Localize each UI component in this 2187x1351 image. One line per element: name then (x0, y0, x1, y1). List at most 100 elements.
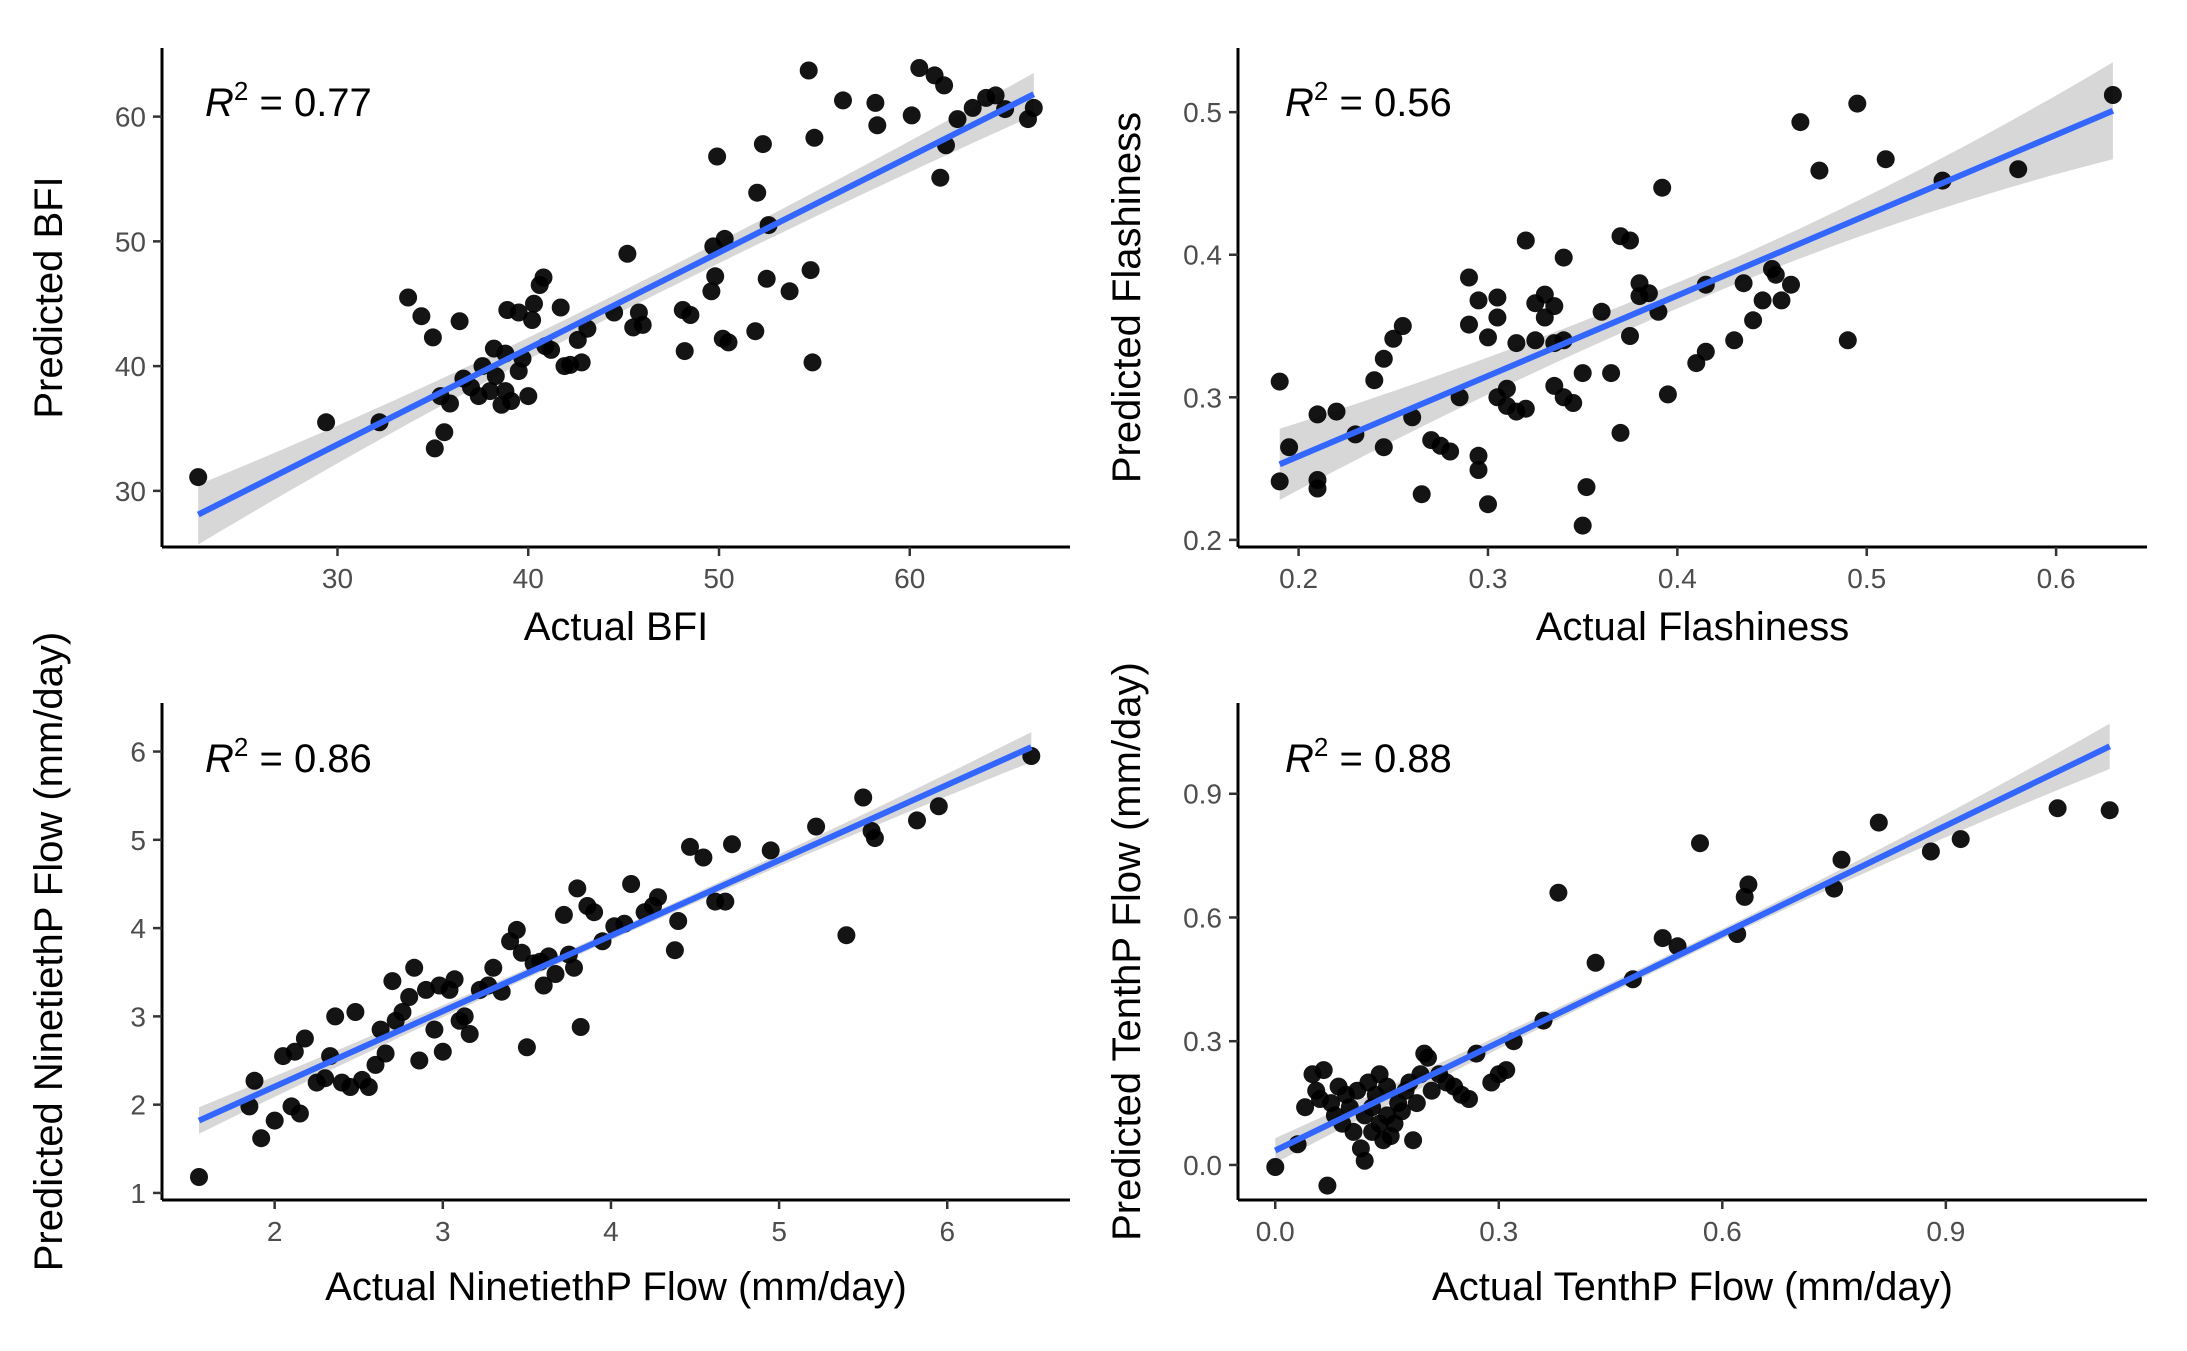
data-point (285, 1042, 304, 1061)
panel-tenth: 0.0 0.3 0.6 0.9 0.0 0.3 0.6 0.9 Actual TenthP F… (1105, 662, 2147, 1309)
data-point (1545, 297, 1564, 316)
data-point (1460, 315, 1478, 334)
data-point (1739, 875, 1758, 894)
regression-line (1278, 107, 2115, 468)
data-point (1355, 1151, 1374, 1170)
regression-line (197, 744, 1033, 1124)
data-point (425, 1020, 444, 1039)
y-tick-label: 4 (130, 913, 146, 944)
data-point (1308, 405, 1327, 424)
y-tick-label: 0.2 (1183, 525, 1222, 556)
data-point (245, 1071, 264, 1090)
data-point (1404, 1131, 1423, 1150)
data-point (986, 86, 1005, 105)
x-tick-label: 2 (267, 1216, 283, 1247)
confidence-band-group (1279, 62, 2113, 501)
panel-ninetieth: 2 3 4 5 6 1 2 3 4 5 6 Actual NinetiethP Flow (mm/d… (27, 632, 1070, 1309)
data-point (1772, 291, 1791, 310)
data-point (622, 875, 641, 893)
data-point (425, 439, 444, 458)
data-point (618, 244, 637, 263)
r2-symbol: R (1285, 81, 1314, 125)
data-point (1526, 331, 1545, 350)
x-tick-label: 60 (894, 563, 925, 594)
y-axis-title: Predicted NinetiethP Flow (mm/day) (27, 632, 71, 1272)
data-point (1374, 349, 1393, 368)
data-point (1266, 1158, 1285, 1176)
r2-exponent: 2 (234, 732, 248, 762)
data-point (1691, 834, 1709, 853)
x-tick-label: 0.9 (1926, 1216, 1965, 1247)
y-axis-title: Predicted BFI (27, 176, 71, 418)
data-point (929, 797, 948, 816)
y-tick-label: 6 (130, 737, 146, 768)
data-point (1766, 265, 1785, 284)
data-point (1592, 302, 1611, 321)
data-point (441, 394, 459, 413)
data-point (542, 340, 561, 359)
x-tick-label: 6 (939, 1216, 955, 1247)
data-point (565, 958, 583, 977)
x-tick-label: 0.4 (1658, 563, 1697, 594)
data-point (290, 1104, 309, 1123)
data-point (1497, 1061, 1516, 1080)
y-tick-label: 0.9 (1183, 779, 1222, 810)
panel-bfi: 30 40 50 60 30 40 50 60 Actual BFI Predicted BF… (27, 48, 1070, 649)
data-point (551, 298, 570, 317)
data-point (708, 147, 727, 166)
r-squared-annotation: R2 = 0.56 (1285, 76, 1452, 125)
y-axis-title: Predicted TenthP Flow (mm/day) (1105, 662, 1149, 1241)
data-point (694, 848, 713, 867)
y-tick-label: 60 (115, 102, 146, 133)
data-point (1479, 328, 1497, 347)
data-point (761, 841, 780, 860)
data-point (1384, 329, 1403, 348)
data-point (1653, 929, 1672, 948)
y-tick-label: 0.6 (1183, 902, 1222, 933)
y-tick-label: 40 (115, 351, 146, 382)
fit-line-group (197, 744, 1033, 1124)
data-point (359, 1078, 378, 1096)
x-tick-label: 30 (322, 563, 353, 594)
data-point (1573, 516, 1592, 535)
data-point (507, 920, 526, 939)
data-point (1696, 342, 1715, 361)
x-tick-label: 0.5 (1847, 563, 1886, 594)
data-point (519, 387, 538, 406)
data-point (1951, 830, 1970, 849)
axes-group: 0.2 0.3 0.4 0.5 0.6 0.2 0.3 0.4 0.5 (1183, 48, 2147, 594)
data-point (572, 353, 591, 372)
data-point (346, 1003, 365, 1021)
data-point (1658, 385, 1677, 404)
data-point (1549, 883, 1568, 902)
data-point (1782, 275, 1800, 294)
regression-line (1273, 743, 2112, 1154)
data-point (715, 229, 734, 248)
r2-value: = 0.88 (1328, 737, 1451, 781)
data-point (723, 835, 741, 854)
data-point (534, 976, 553, 995)
data-point (1639, 284, 1658, 303)
confidence-band (1279, 62, 2113, 501)
data-point (935, 76, 954, 95)
data-point (568, 879, 587, 898)
data-point (1488, 288, 1507, 307)
data-point (1024, 98, 1043, 117)
data-point (1564, 394, 1583, 412)
data-point (706, 267, 725, 286)
data-point (908, 811, 926, 830)
x-tick-label: 0.3 (1479, 1216, 1518, 1247)
data-point (1725, 331, 1744, 350)
data-point (1838, 331, 1857, 350)
data-point (716, 892, 735, 911)
r2-value: = 0.86 (248, 737, 371, 781)
data-point (807, 817, 826, 836)
data-point (1314, 1061, 1333, 1080)
data-point (665, 941, 684, 960)
y-tick-label: 1 (130, 1178, 146, 1209)
r2-symbol: R (1285, 737, 1314, 781)
data-point (633, 315, 652, 334)
data-point (1308, 479, 1327, 498)
data-point (1393, 317, 1412, 335)
data-point (675, 342, 694, 361)
